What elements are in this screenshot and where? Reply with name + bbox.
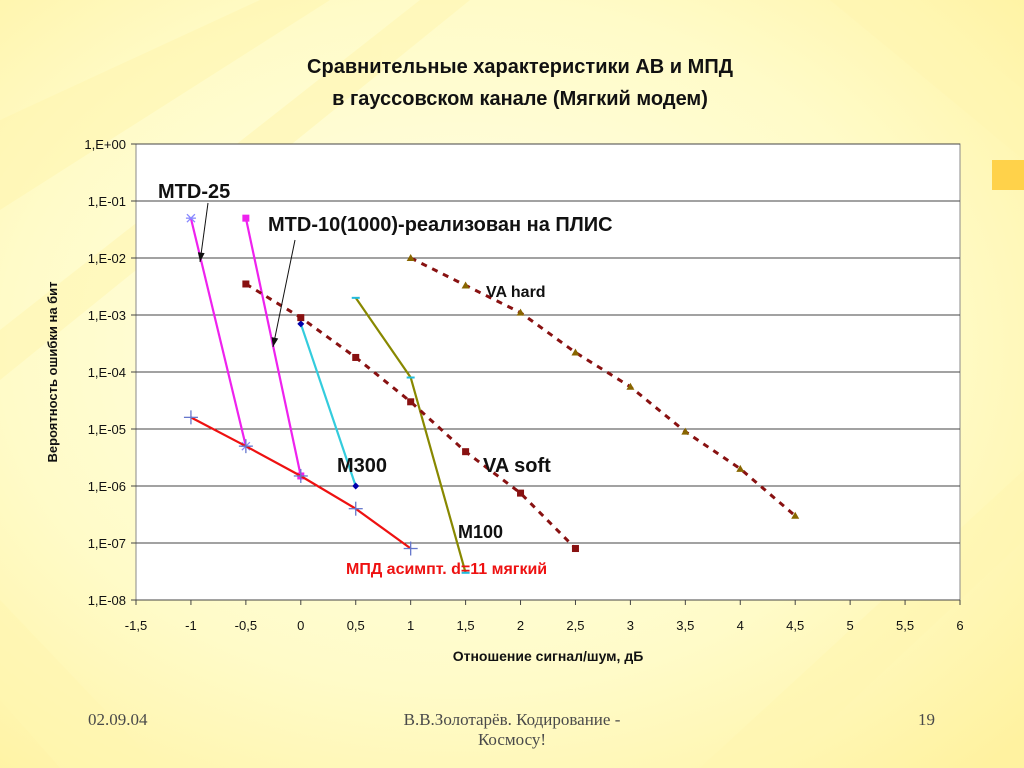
- data-point-square: [517, 489, 525, 497]
- page-number: 19: [918, 710, 935, 729]
- data-point-square: [407, 398, 415, 406]
- footer-author-line-1: В.В.Золотарёв. Кодирование -: [403, 710, 621, 729]
- label-mtd10: МТD-10(1000)-реализован на ПЛИС: [268, 214, 613, 236]
- arrow-mtd25: [199, 202, 209, 263]
- y-tick-label: 1,E-04: [88, 365, 126, 380]
- x-tick-label: -0,5: [235, 618, 257, 633]
- x-tick-label: 3,5: [676, 618, 694, 633]
- series-m300: [297, 320, 360, 490]
- x-tick-label: 5: [847, 618, 854, 633]
- arrow-mtd10: [272, 239, 296, 348]
- x-tick-label: 1,5: [457, 618, 475, 633]
- x-tick-label: 4,5: [786, 618, 804, 633]
- x-tick-label: 1: [407, 618, 414, 633]
- x-tick-label: 6: [956, 618, 963, 633]
- x-tick-label: 0,5: [347, 618, 365, 633]
- y-tick-label: 1,E-03: [88, 308, 126, 323]
- data-point-square: [297, 314, 305, 322]
- y-tick-label: 1,E-01: [88, 194, 126, 209]
- data-point-triangle: [516, 308, 525, 316]
- data-point-square: [462, 448, 470, 456]
- data-point-triangle: [681, 427, 690, 435]
- x-tick-label: -1,5: [125, 618, 147, 633]
- data-point-triangle: [461, 281, 470, 289]
- x-tick-label: 2,5: [566, 618, 584, 633]
- x-tick-label: 0: [297, 618, 304, 633]
- data-point-triangle: [791, 511, 800, 519]
- label-mtd25: МТD-25: [158, 181, 230, 203]
- x-tick-label: 5,5: [896, 618, 914, 633]
- data-point-triangle: [736, 464, 745, 472]
- x-tick-label: 2: [517, 618, 524, 633]
- series-va_hard: [406, 254, 800, 519]
- arrow-mtd25-head: [197, 252, 205, 262]
- x-tick-label: 3: [627, 618, 634, 633]
- label-mpd-asympt: МПД асимпт. d=11 мягкий: [346, 561, 547, 578]
- y-tick-label: 1,E-08: [88, 593, 126, 608]
- data-point-triangle: [626, 382, 635, 390]
- arrow-mtd10-head: [271, 337, 279, 347]
- y-tick-label: 1,E+00: [84, 137, 126, 152]
- series-m100: [351, 296, 470, 574]
- series-line-m300: [299, 323, 357, 487]
- y-tick-label: 1,E-05: [88, 422, 126, 437]
- footer-author: В.В.Золотарёв. Кодирование - Космосу!: [382, 710, 642, 750]
- y-tick-label: 1,E-07: [88, 536, 126, 551]
- label-va-soft: VA soft: [483, 455, 551, 477]
- label-m300: M300: [337, 455, 387, 477]
- footer-date: 02.09.04: [88, 710, 148, 729]
- series-mpd_asympt: [183, 410, 418, 556]
- data-point-square: [242, 214, 250, 222]
- label-m100: M100: [458, 522, 503, 542]
- data-point-diamond: [352, 482, 360, 490]
- data-point-square: [352, 353, 360, 361]
- x-axis-title: Отношение сигнал/шум, дБ: [453, 648, 644, 664]
- x-tick-label: -1: [185, 618, 197, 633]
- label-va-hard: VA hard: [486, 284, 546, 301]
- slide-title-line-1: Сравнительные характеристики АВ и МПД: [307, 56, 733, 78]
- slide-title-line-2: в гауссовском канале (Мягкий модем): [332, 88, 708, 110]
- footer-author-line-2: Космосу!: [477, 730, 547, 749]
- y-tick-label: 1,E-02: [88, 251, 126, 266]
- series-va_soft: [242, 280, 579, 553]
- data-point-square: [242, 280, 250, 288]
- data-point-square: [571, 545, 579, 553]
- data-point-triangle: [406, 254, 415, 261]
- y-axis-title: Вероятность ошибки на бит: [45, 281, 60, 462]
- series-line-mtd10: [244, 217, 302, 477]
- data-point-triangle: [571, 348, 580, 356]
- data-point-diamond: [297, 320, 305, 328]
- y-tick-label: 1,E-06: [88, 479, 126, 494]
- x-tick-label: 4: [737, 618, 744, 633]
- slide-accent-bar: [992, 160, 1024, 190]
